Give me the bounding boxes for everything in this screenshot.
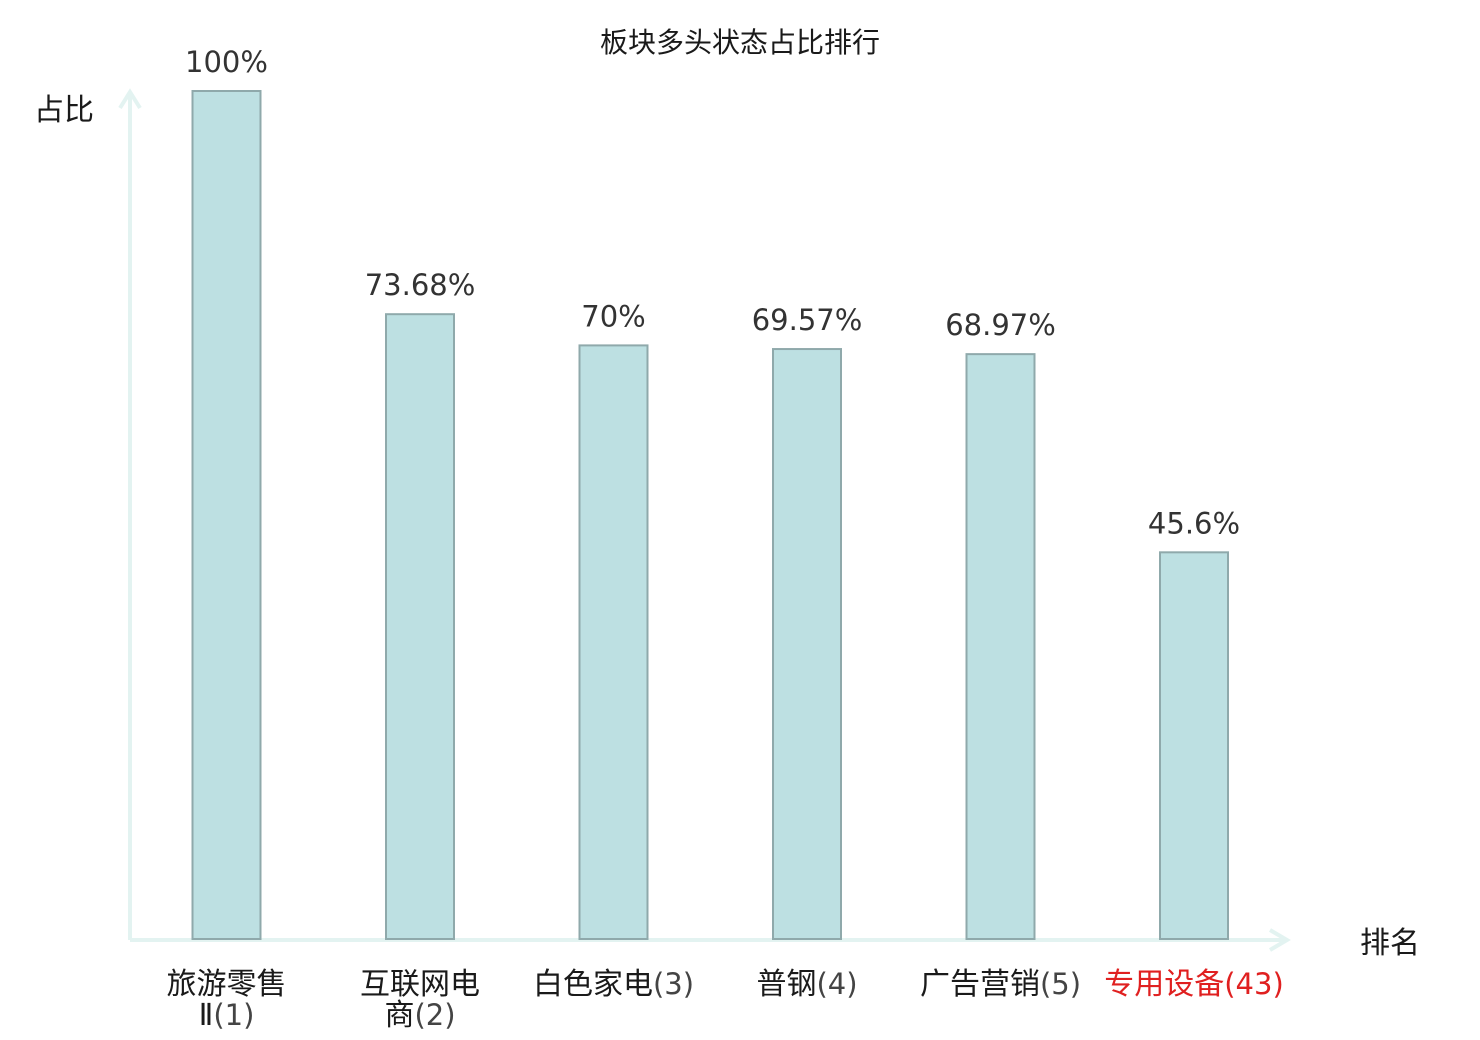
bar-3	[578, 344, 649, 940]
y-axis-arrow-icon	[118, 88, 142, 110]
x-axis-arrow-icon	[1268, 928, 1291, 952]
bar-2	[385, 313, 455, 940]
category-label-4: 普钢(4)	[756, 967, 857, 1002]
x-axis-label: 排名	[1360, 926, 1420, 961]
category-label-6: 专用设备(43)	[1104, 967, 1284, 1002]
category-label-1: 旅游零售 Ⅱ(1)	[167, 967, 287, 1033]
y-axis	[118, 88, 142, 940]
value-label-3: 70%	[581, 299, 645, 333]
bar-1	[191, 90, 262, 940]
bar-4	[772, 348, 842, 940]
value-label-1: 100%	[185, 45, 268, 79]
category-label-3: 白色家电(3)	[533, 967, 694, 1002]
x-axis	[130, 928, 1291, 952]
category-labels-group: 旅游零售 Ⅱ(1) 互联网电商(2) 白色家电(3) 普钢(4) 广告营销(5) 专用设备(…	[167, 967, 1284, 1033]
y-axis-label: 占比	[34, 93, 94, 128]
value-label-5: 68.97%	[945, 308, 1056, 342]
bar-5	[965, 353, 1036, 940]
chart-title: 板块多头状态占比排行	[600, 26, 880, 59]
bar-6	[1159, 551, 1229, 940]
category-label-2: 互联网电商(2)	[360, 967, 480, 1033]
bars-group	[191, 90, 1229, 940]
value-label-2: 73.68%	[365, 268, 476, 302]
value-labels-group: 100% 73.68% 70% 69.57% 68.97% 45.6%	[185, 45, 1240, 540]
category-label-5: 广告营销(5)	[920, 967, 1081, 1002]
value-label-6: 45.6%	[1148, 506, 1240, 540]
value-label-4: 69.57%	[752, 303, 863, 337]
